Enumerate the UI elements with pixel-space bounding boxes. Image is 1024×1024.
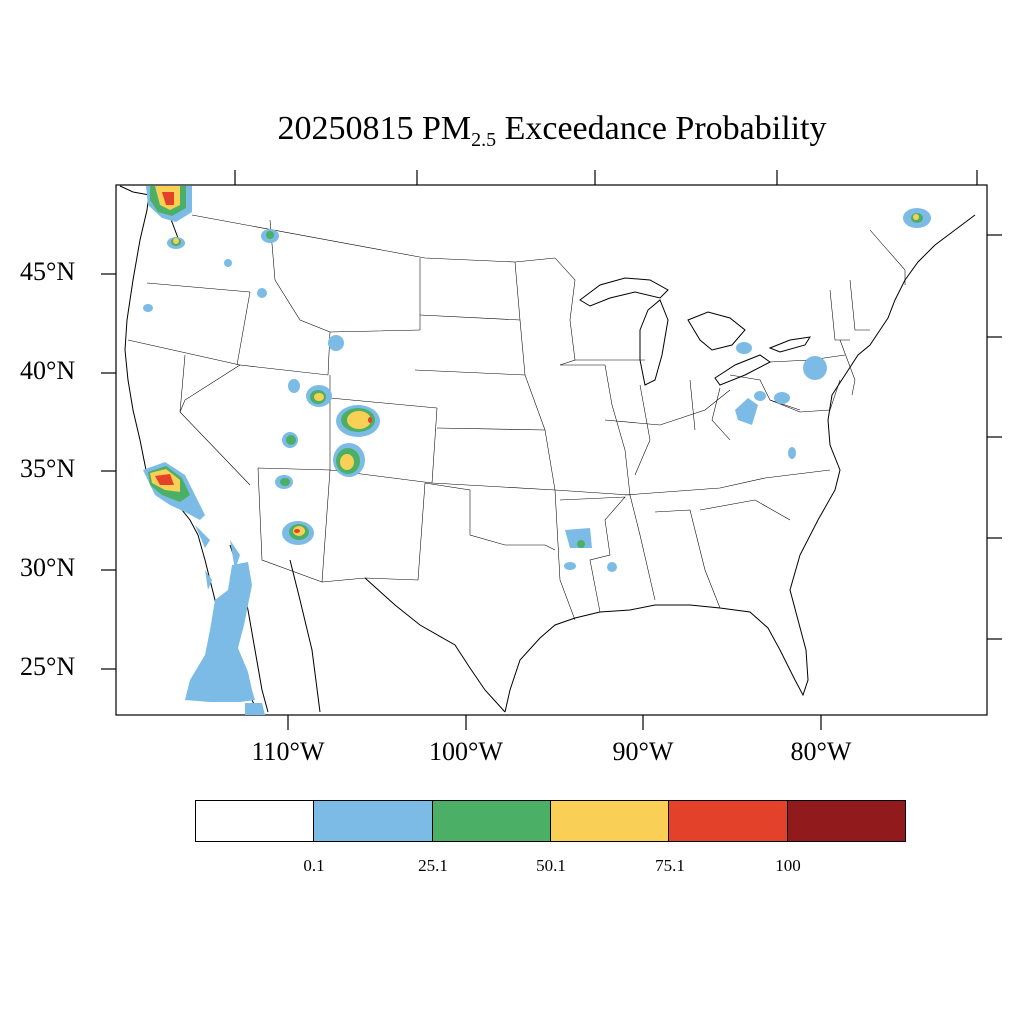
map-title: 20250815 PM2.5 Exceedance Probability xyxy=(277,110,827,151)
colorbar-box xyxy=(432,801,551,841)
colorbar xyxy=(195,800,906,842)
colorbar-label: 25.1 xyxy=(418,856,448,875)
lat-label-35n: 35°N xyxy=(20,454,76,483)
colorbar-box xyxy=(196,801,315,841)
colorbar-box xyxy=(314,801,433,841)
lon-label-90w: 90°W xyxy=(612,737,674,766)
colorbar-label: 50.1 xyxy=(536,856,566,875)
lat-label-40n: 40°N xyxy=(20,356,76,385)
colorbar-box xyxy=(787,801,905,841)
lat-label-30n: 30°N xyxy=(20,553,76,582)
lon-label-100w: 100°W xyxy=(429,737,503,766)
state-boundaries xyxy=(127,214,906,621)
lon-label-80w: 80°W xyxy=(790,737,852,766)
colorbar-box xyxy=(669,801,788,841)
probability-contours xyxy=(143,186,931,715)
colorbar-box xyxy=(550,801,670,841)
lon-label-110w: 110°W xyxy=(251,737,325,766)
frame-ticks xyxy=(101,170,1002,730)
lat-label-25n: 25°N xyxy=(20,652,76,681)
colorbar-label: 75.1 xyxy=(655,856,685,875)
colorbar-label: 100 xyxy=(775,856,801,875)
lat-label-45n: 45°N xyxy=(20,257,76,286)
colorbar-label: 0.1 xyxy=(303,856,325,875)
map-frame xyxy=(115,184,988,716)
